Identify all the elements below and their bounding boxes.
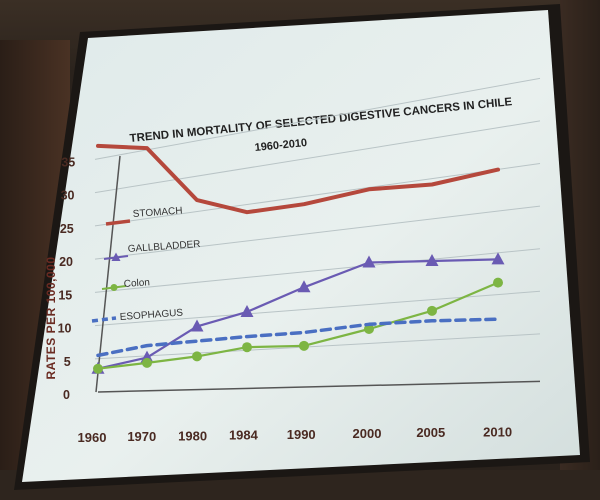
- gridline: [94, 333, 541, 360]
- series-line-gallbladder: [96, 258, 500, 370]
- series-line-colon: [96, 281, 500, 370]
- data-point: [190, 319, 204, 332]
- series-line-stomach: [96, 143, 500, 215]
- y-tick-label: 5: [64, 355, 71, 369]
- series: [91, 143, 505, 374]
- x-tick-label: 2000: [353, 426, 382, 441]
- legend-swatch-esophagus: [91, 316, 117, 323]
- gridline: [94, 205, 541, 260]
- axes: 0 5 10 15 20 25 30 35 1960 1970 1980 1984 1990 2000 20…: [58, 155, 541, 445]
- series-line-esophagus: [96, 317, 500, 358]
- x-tick-label: 1970: [127, 429, 156, 444]
- y-tick-label: 25: [60, 222, 74, 236]
- x-tick-label: 1960: [78, 430, 107, 445]
- data-point: [93, 363, 103, 374]
- data-point: [240, 304, 254, 317]
- data-point: [362, 255, 376, 268]
- data-point: [192, 351, 202, 362]
- x-tick-label: 1980: [178, 428, 207, 443]
- legend-label-esophagus: ESOPHAGUS: [119, 308, 183, 323]
- y-tick-label: 15: [58, 288, 72, 302]
- x-tick-label: 2010: [483, 424, 512, 439]
- legend-label-colon: Colon: [123, 277, 150, 290]
- data-point: [242, 342, 252, 353]
- legend-marker: [110, 284, 118, 291]
- chart-subtitle: 1960-2010: [254, 137, 308, 154]
- gridline: [94, 163, 541, 227]
- y-tick-label: 0: [63, 388, 70, 402]
- legend-swatch-stomach: [105, 219, 131, 226]
- y-axis-label: RATES PER 100,000: [44, 257, 58, 380]
- y-tick-label: 30: [61, 189, 75, 203]
- gridline: [94, 77, 541, 160]
- data-point: [299, 340, 309, 351]
- gridline: [94, 248, 541, 293]
- x-axis-line: [97, 380, 541, 393]
- x-tick-label: 2005: [416, 425, 445, 440]
- data-point: [493, 277, 503, 288]
- y-axis-line: [95, 155, 121, 393]
- data-point: [425, 253, 439, 266]
- y-tick-label: 20: [59, 255, 73, 269]
- legend-label-gallbladder: GALLBLADDER: [127, 239, 200, 255]
- legend-marker: [111, 252, 121, 261]
- x-tick-label: 1990: [287, 427, 316, 442]
- y-tick-label: 10: [58, 322, 72, 336]
- data-point: [491, 252, 505, 265]
- screen-surface: [22, 10, 580, 482]
- y-tick-label: 35: [61, 155, 75, 169]
- x-tick-label: 1984: [229, 428, 259, 443]
- data-point: [142, 357, 152, 368]
- data-point: [427, 305, 437, 316]
- data-point: [364, 323, 374, 334]
- legend-label-stomach: STOMACH: [132, 206, 182, 220]
- legend: STOMACH GALLBLADDER Colon ESOPHAGUS: [91, 206, 201, 323]
- data-point: [297, 280, 311, 293]
- gridline: [94, 120, 541, 194]
